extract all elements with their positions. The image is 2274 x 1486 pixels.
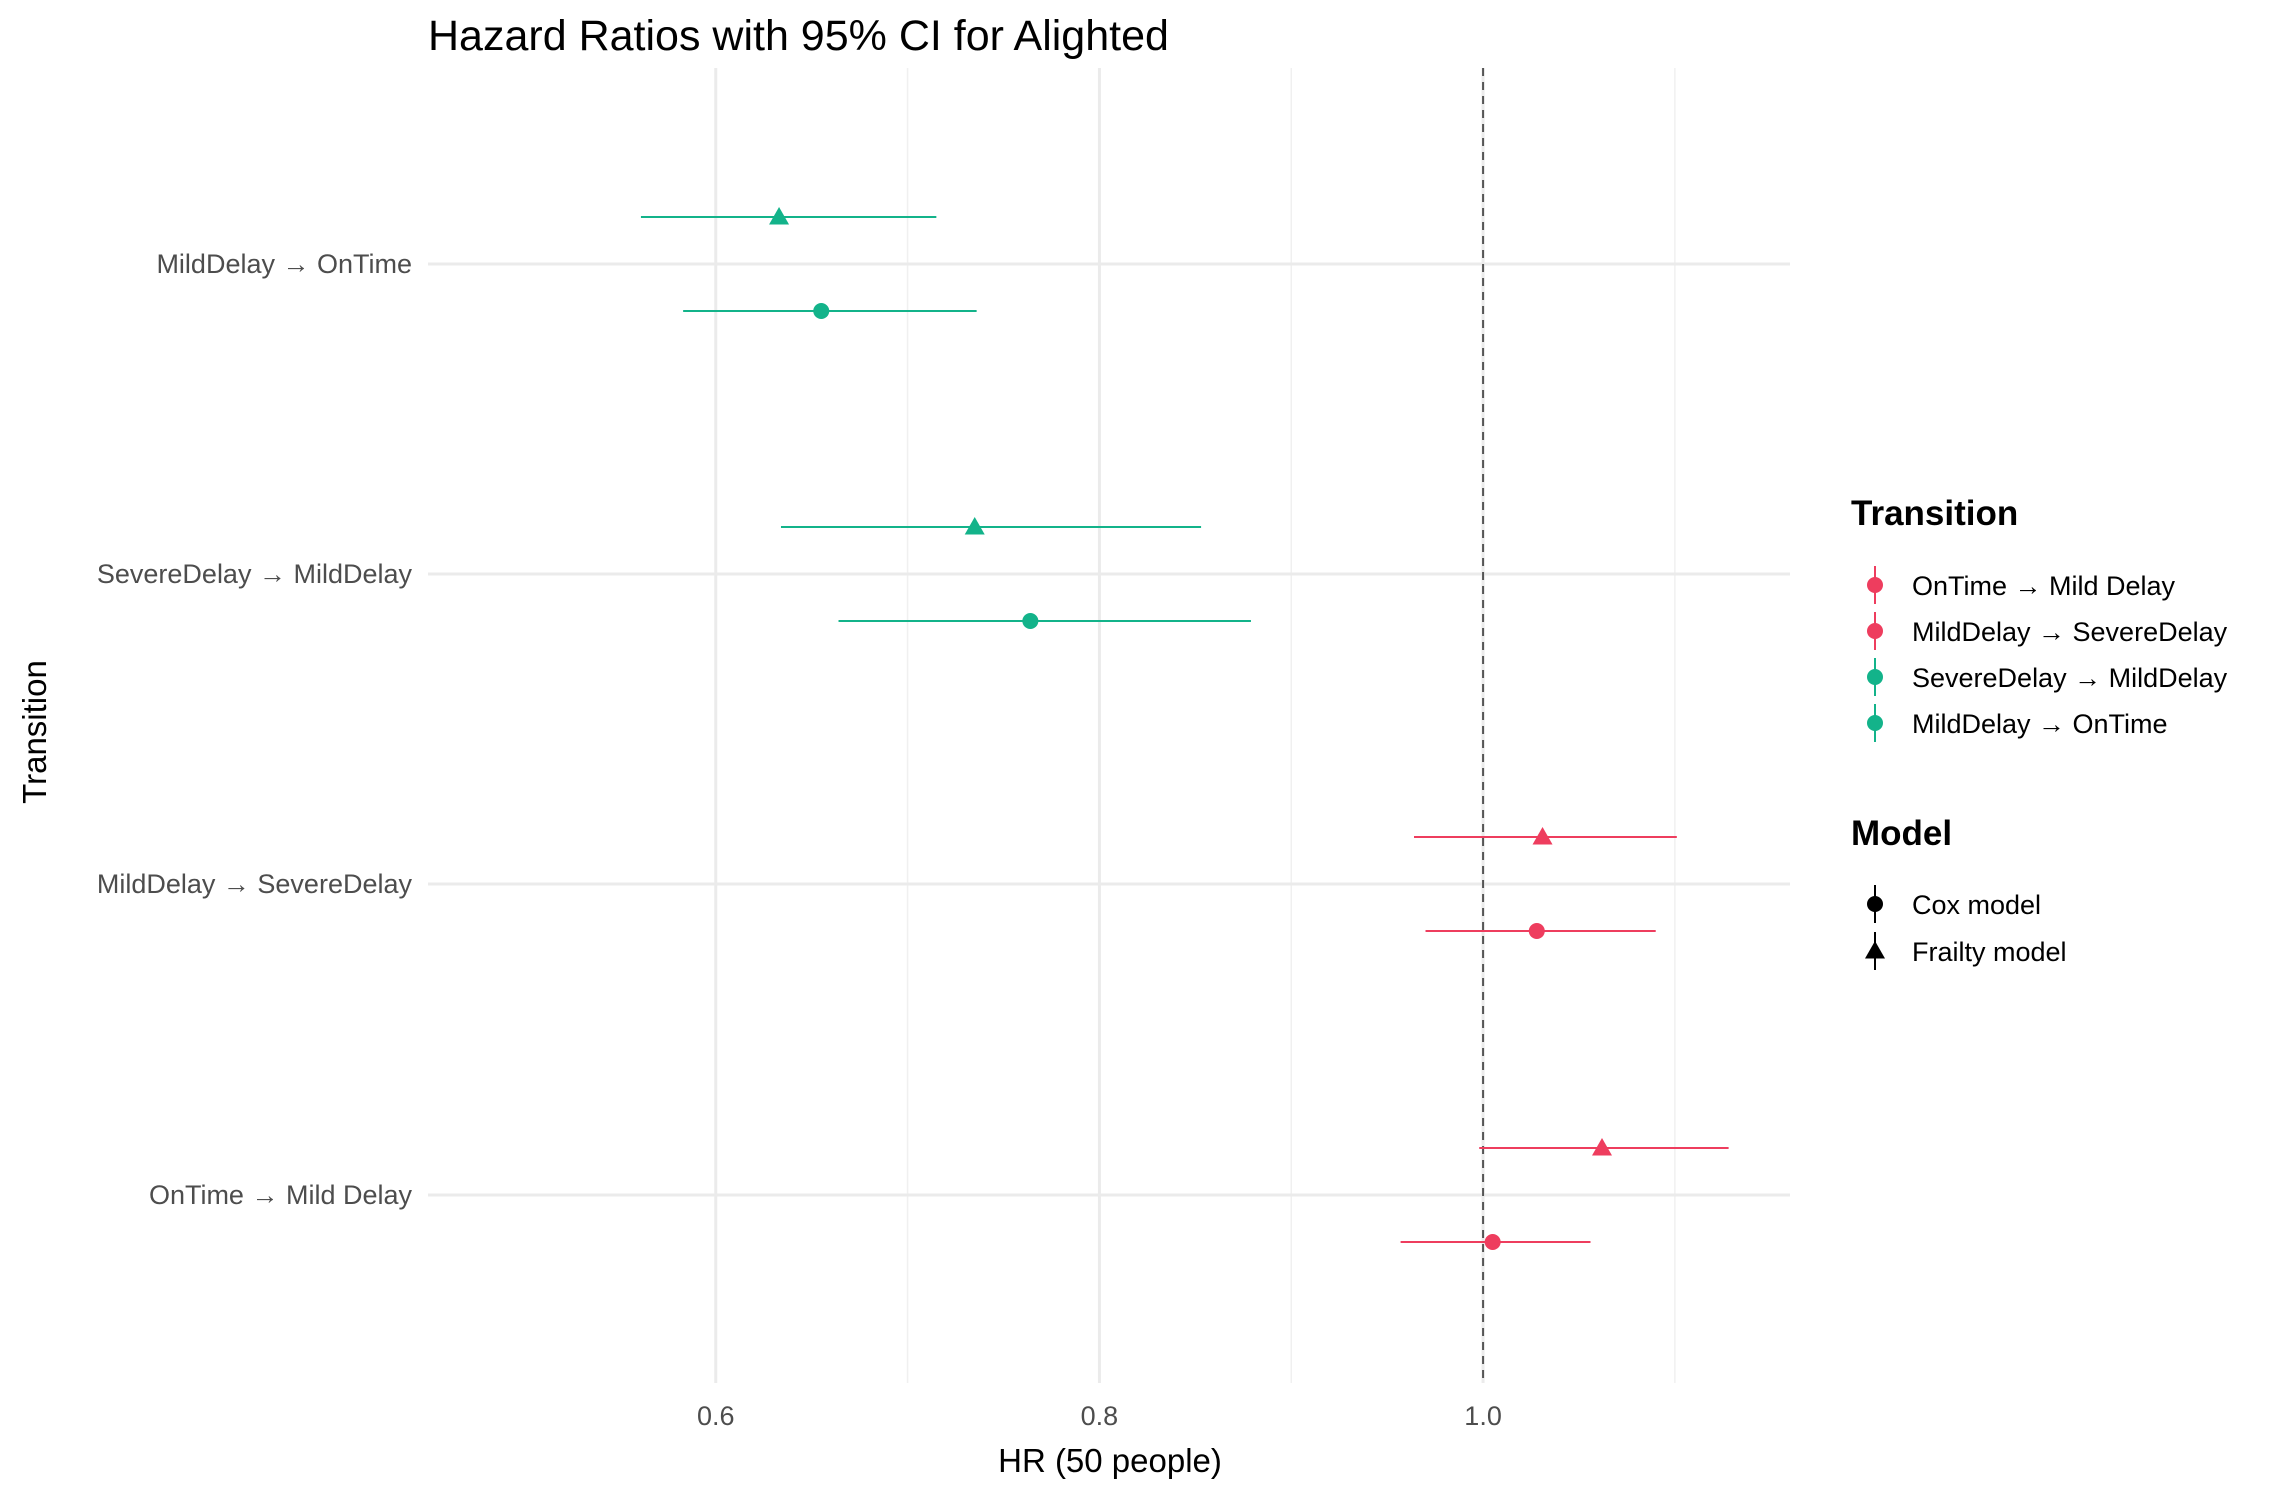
legend-title-model: Model — [1851, 814, 1952, 853]
point-estimate-triangle — [1592, 1138, 1613, 1156]
x-tick-label: 0.8 — [1081, 1401, 1119, 1431]
legend-key-point — [1867, 623, 1883, 639]
y-tick-label: SevereDelay → MildDelay — [97, 559, 413, 589]
y-tick-label: MildDelay → OnTime — [156, 249, 412, 279]
plot-marks — [640, 207, 1729, 1250]
legend-item-label: Frailty model — [1912, 937, 2067, 967]
y-axis-title: Transition — [16, 660, 53, 804]
legend-item-label: SevereDelay → MildDelay — [1912, 663, 2228, 693]
chart-title: Hazard Ratios with 95% CI for Alighted — [428, 12, 1169, 60]
y-tick-label: OnTime → Mild Delay — [149, 1180, 413, 1210]
x-tick-label: 0.6 — [697, 1401, 735, 1431]
x-tick-labels: 0.6 0.8 1.0 — [697, 1401, 1502, 1431]
point-estimate-circle — [813, 303, 830, 319]
legend-key-point — [1867, 715, 1883, 731]
legend-item-label: OnTime → Mild Delay — [1912, 571, 2176, 601]
legend-key-point — [1867, 669, 1883, 685]
legend-key-point — [1867, 577, 1883, 593]
legend-key-triangle — [1865, 941, 1885, 959]
legend-item-label: MildDelay → OnTime — [1912, 709, 2168, 739]
point-estimate-circle — [1528, 923, 1545, 939]
x-tick-label: 1.0 — [1464, 1401, 1502, 1431]
y-tick-label: MildDelay → SevereDelay — [97, 869, 413, 899]
x-axis-title: HR (50 people) — [998, 1442, 1222, 1479]
point-estimate-triangle — [1532, 827, 1553, 845]
legend-item-label: MildDelay → SevereDelay — [1912, 617, 2228, 647]
point-estimate-triangle — [769, 207, 790, 225]
legend-key-circle — [1867, 896, 1883, 912]
legend: Transition OnTime → Mild Delay MildDelay →… — [1851, 494, 2228, 970]
legend-title-transition: Transition — [1851, 494, 2018, 533]
point-estimate-circle — [1484, 1234, 1501, 1250]
point-estimate-circle — [1022, 613, 1039, 629]
point-estimate-triangle — [964, 517, 985, 535]
plot-grid — [428, 68, 1790, 1383]
y-tick-labels: OnTime → Mild Delay MildDelay → SevereDel… — [97, 249, 413, 1210]
legend-item-label: Cox model — [1912, 890, 2041, 920]
